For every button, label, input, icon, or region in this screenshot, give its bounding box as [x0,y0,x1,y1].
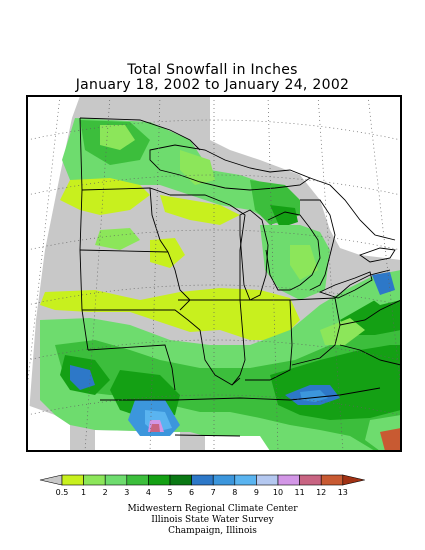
legend-swatch [83,474,106,486]
legend-swatch [299,474,322,486]
footer-survey: Illinois State Water Survey [151,515,274,525]
state-boundaries [79,117,401,437]
map-subtitle: January 18, 2002 to January 24, 2002 [75,77,350,93]
legend-tick-label: 0.5 [56,488,69,497]
legend-tick-label: 7 [211,488,216,497]
snowfall-shading [27,96,401,451]
legend-tick-label: 13 [338,488,348,497]
footer-org: Midwestern Regional Climate Center [127,504,298,514]
legend-swatch [212,474,236,486]
legend-tick-label: 9 [254,488,259,497]
color-legend: 0.5 1 2 3 4 5 6 7 8 9 10 11 12 13 [39,474,365,497]
map-title: Total Snowfall in Inches [127,62,298,78]
footer-location: Champaign, Illinois [168,526,257,536]
legend-tick-label: 10 [273,488,283,497]
legend-tick-label: 3 [124,488,129,497]
legend-tick-label: 12 [316,488,326,497]
legend-swatch [126,474,149,486]
legend-arrow-right [342,474,365,486]
legend-tick-label: 4 [146,488,151,497]
legend-tick-label: 2 [103,488,108,497]
legend-swatch [191,474,214,486]
map-frame [26,95,402,452]
legend-tick-label: 6 [189,488,194,497]
legend-swatch [169,474,192,486]
legend-tick-label: 11 [295,488,305,497]
legend-arrow-left [39,474,63,486]
legend-swatch [320,474,344,486]
legend-swatch [277,474,300,486]
legend-tick-label: 1 [81,488,86,497]
legend-swatch [234,474,257,486]
legend-tick-label: 5 [167,488,172,497]
lat-lon-grid [27,96,401,451]
legend-swatch [148,474,171,486]
legend-swatch [61,474,84,486]
legend-swatch [104,474,128,486]
legend-swatch [256,474,279,486]
legend-tick-label: 8 [232,488,237,497]
